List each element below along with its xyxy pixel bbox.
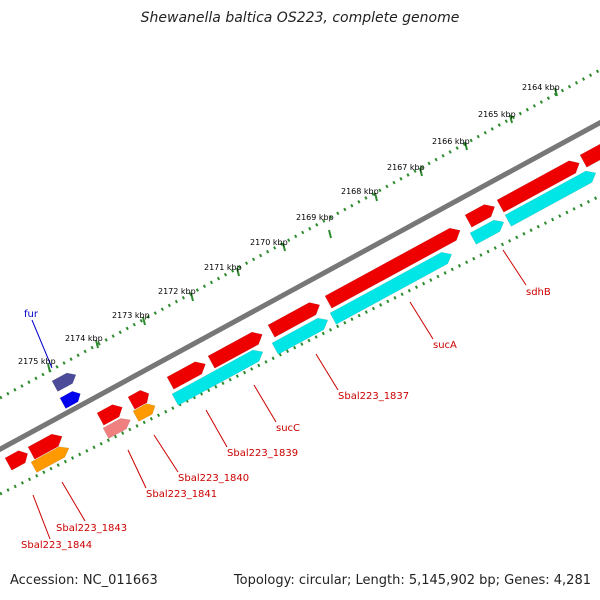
gene-label-sucC: sucC	[276, 423, 300, 434]
gene-arrow-1839	[166, 361, 206, 390]
page-title: Shewanella baltica OS223, complete genom…	[140, 10, 460, 26]
gene-arrow-1843	[27, 433, 63, 460]
leader-fur	[31, 319, 53, 369]
gene-label-Sbal223_1837: Sbal223_1837	[338, 391, 409, 402]
cds-track-small	[469, 219, 505, 245]
gene-label-Sbal223_1839: Sbal223_1839	[227, 448, 298, 459]
scale-major-tick	[282, 242, 286, 252]
scale-label-2172: 2172 kbp	[158, 287, 196, 296]
scale-major-tick	[328, 229, 332, 239]
gene-label-Sbal223_1841: Sbal223_1841	[146, 489, 217, 500]
scale-major-tick	[374, 192, 378, 202]
scale-major-tick	[554, 87, 558, 97]
outer-tick-track	[0, 68, 600, 400]
scale-major-tick	[236, 267, 240, 277]
scale-ticks-outer	[0, 68, 600, 400]
scale-label-2164: 2164 kbp	[522, 83, 560, 92]
feature-fur-outline	[51, 372, 77, 392]
gene-arrow-sucC	[207, 331, 263, 369]
gene-label-Sbal223_1840: Sbal223_1840	[178, 473, 249, 484]
scale-label-2165: 2165 kbp	[478, 110, 516, 119]
gene-arrow-1844	[4, 450, 29, 471]
inner-tick-track	[0, 194, 600, 496]
genome-backbone	[0, 119, 600, 453]
scale-ticks-inner	[0, 194, 600, 496]
feature-orange-1843	[30, 446, 70, 473]
gene-arrow-1837	[267, 302, 321, 338]
scale-major-tick	[47, 363, 51, 373]
scale-label-2171: 2171 kbp	[204, 263, 242, 272]
cds-track-sucC	[171, 349, 264, 406]
gene-arrow-1841	[96, 404, 123, 426]
gene-arrow-small	[464, 204, 496, 228]
topology-text: Topology: circular; Length: 5,145,902 bp…	[233, 573, 591, 588]
scale-label-2174: 2174 kbp	[65, 334, 103, 343]
backbone-line	[0, 119, 600, 453]
scale-label-2170: 2170 kbp	[250, 238, 288, 247]
gene-arrow-sdhB	[496, 160, 580, 213]
gene-label-Sbal223_1844: Sbal223_1844	[21, 540, 92, 551]
scale-label-2168: 2168 kbp	[341, 187, 379, 196]
cds-track-sdhB	[504, 170, 597, 227]
scale-label-2175: 2175 kbp	[18, 357, 56, 366]
scale-major-tick	[419, 167, 423, 177]
scale-label-2169: 2169 kbp	[296, 213, 334, 222]
feature-pink-1841	[102, 418, 131, 439]
scale-label-2173: 2173 kbp	[112, 311, 150, 320]
accession-text: Accession: NC_011663	[10, 573, 158, 588]
gene-arrow-sucA	[324, 227, 461, 309]
scale-major-tick	[190, 292, 194, 302]
gene-label-sdhB: sdhB	[526, 287, 551, 298]
gene-features	[4, 143, 600, 473]
gene-label-sucA: sucA	[433, 340, 457, 351]
leader-1839	[205, 409, 228, 448]
leader-1844	[32, 494, 51, 540]
feature-fur-blue	[59, 391, 81, 409]
scale-major-tick	[95, 339, 99, 349]
scale-major-tick	[142, 316, 146, 326]
label-leaders	[31, 249, 527, 540]
leader-1840	[153, 434, 179, 473]
gene-arrow-2163	[579, 143, 600, 168]
scale-label-2166: 2166 kbp	[432, 137, 470, 146]
cds-track-sucA	[329, 252, 453, 325]
feature-orange-1840	[132, 403, 156, 422]
leader-sdhB	[502, 249, 527, 286]
leader-1843	[61, 481, 86, 522]
gene-arrow-1840	[127, 390, 150, 410]
leader-1841	[127, 449, 147, 489]
scale-major-tick	[464, 141, 468, 151]
scale-major-tick	[509, 114, 513, 124]
gene-label-Sbal223_1843: Sbal223_1843	[56, 523, 127, 534]
leader-sucA	[409, 301, 434, 340]
scale-label-2167: 2167 kbp	[387, 163, 425, 172]
cds-track-1837	[271, 317, 329, 355]
leader-sucC	[253, 384, 277, 423]
leader-1837	[315, 353, 339, 391]
feature-label-fur: fur	[24, 309, 39, 320]
